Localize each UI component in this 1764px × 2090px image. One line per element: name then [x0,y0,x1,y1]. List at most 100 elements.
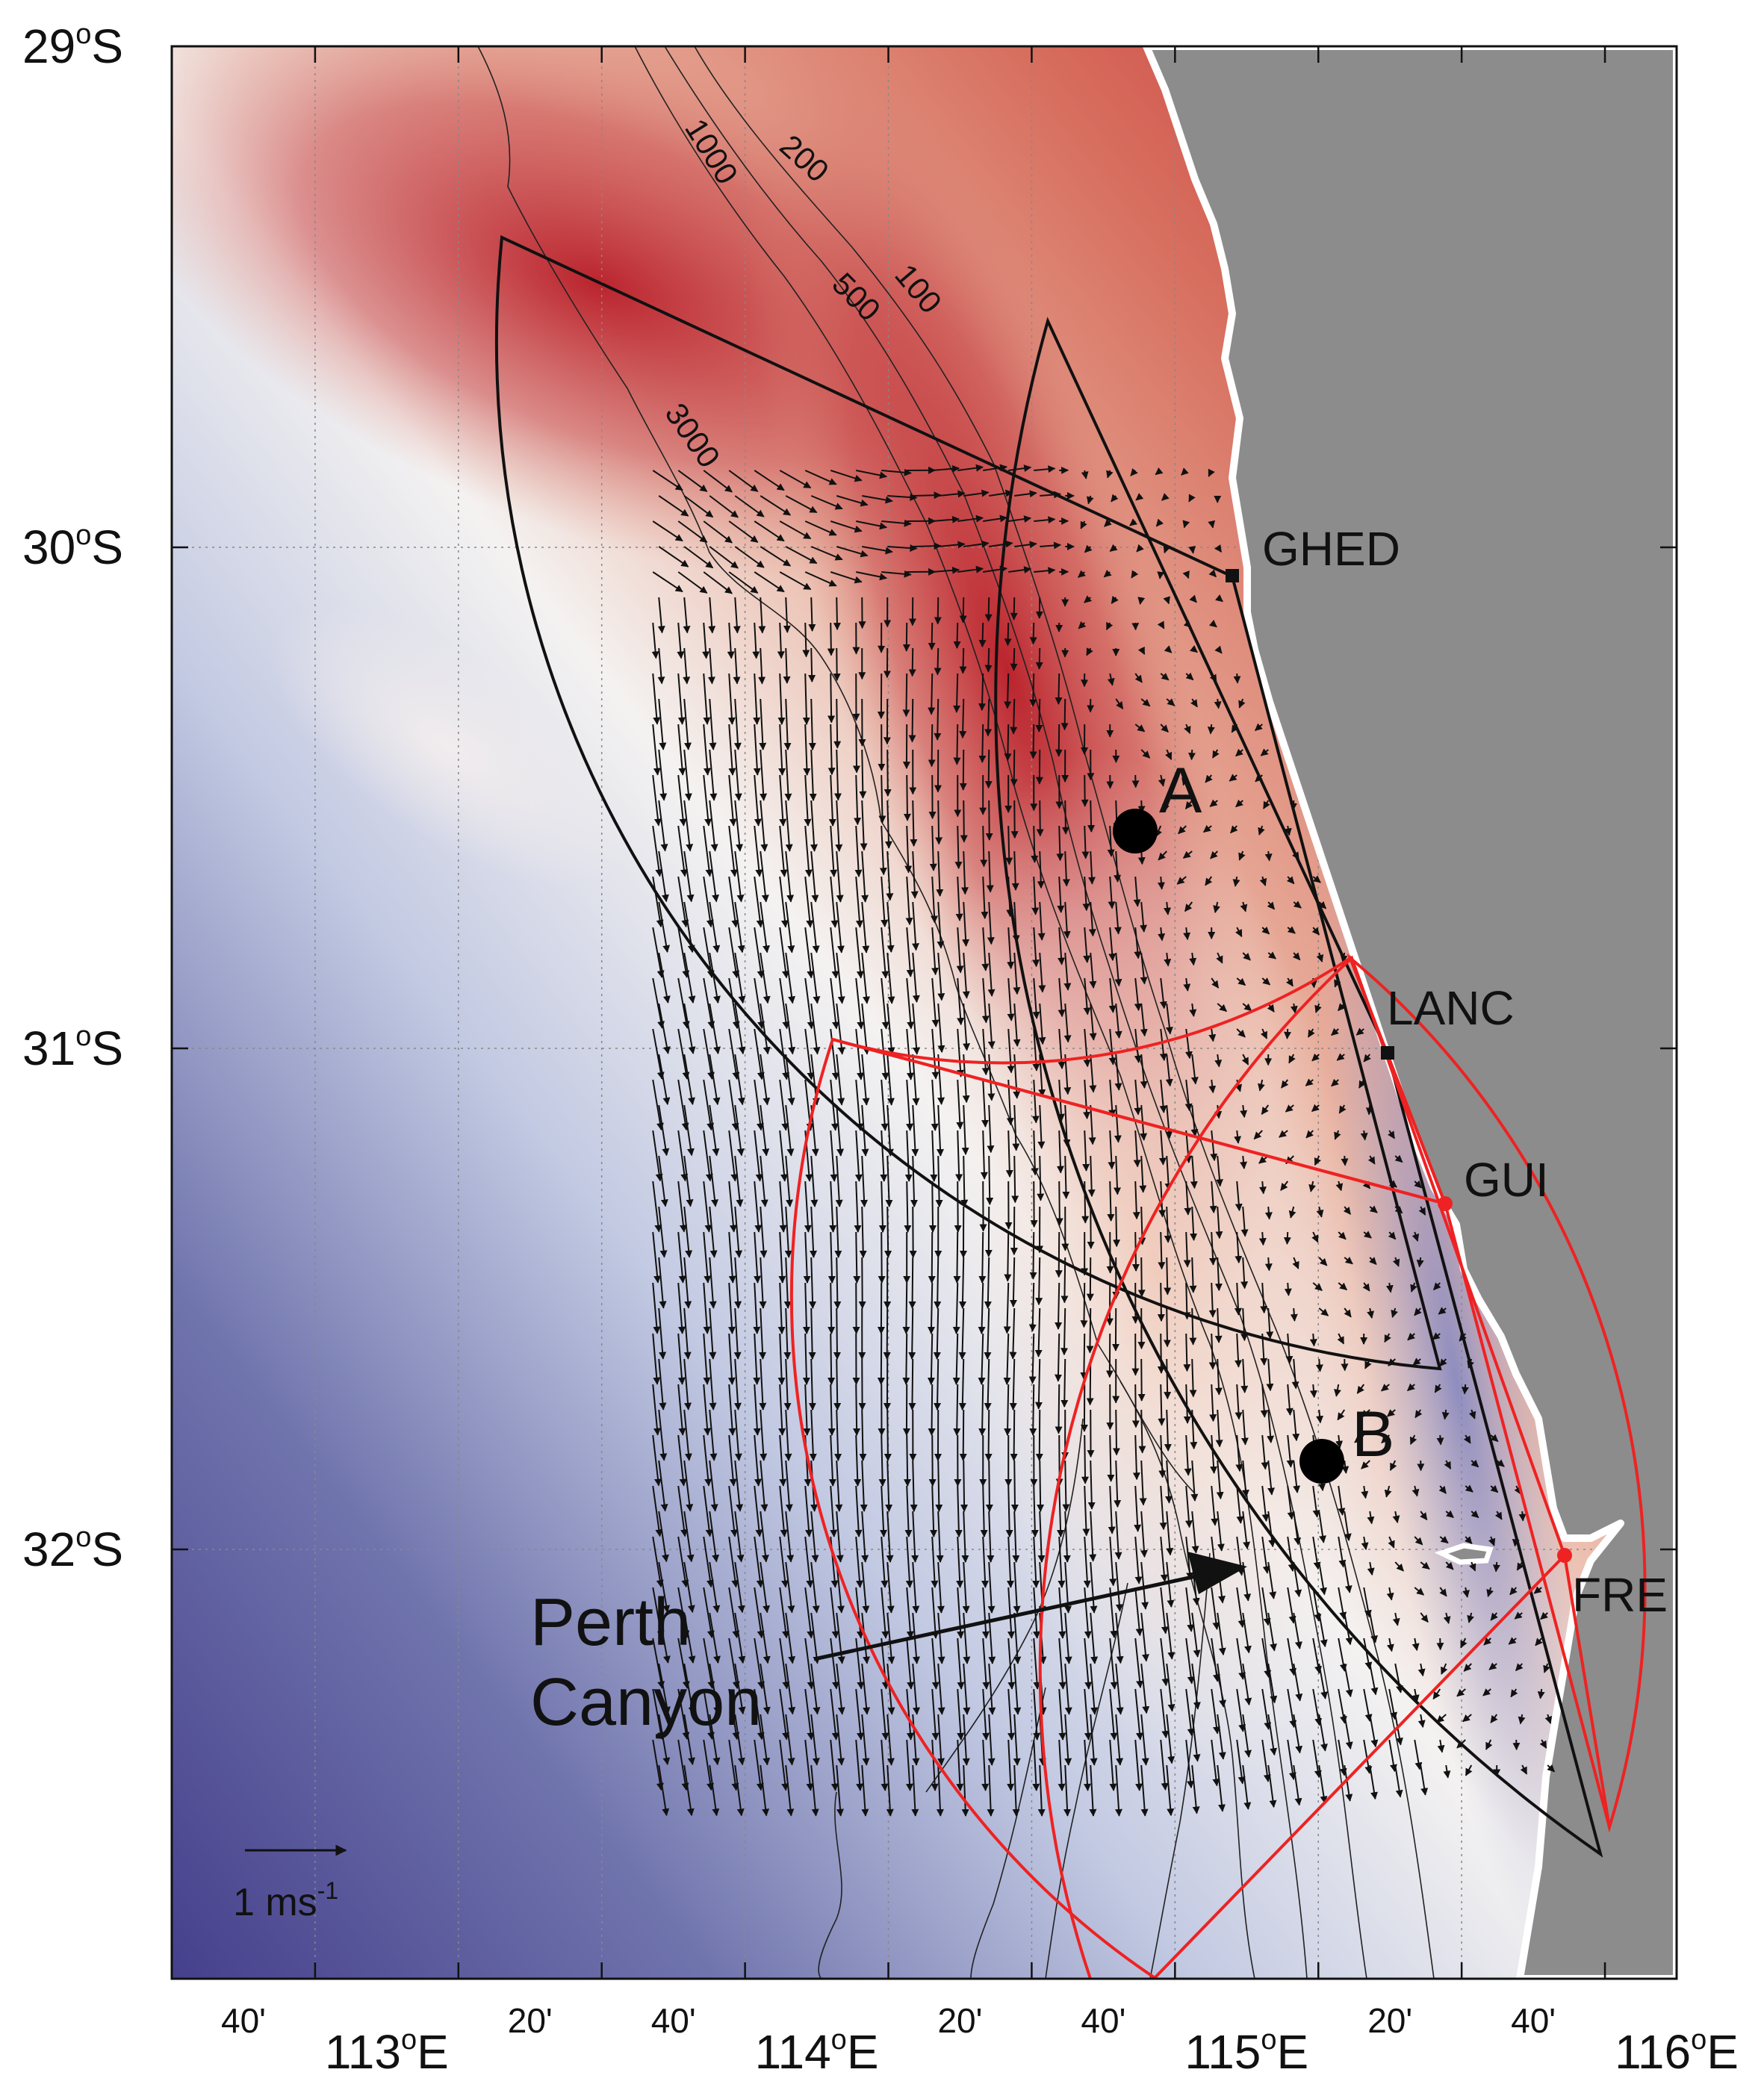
current-vector [1014,541,1037,549]
current-vector [1165,749,1173,760]
current-vector [855,927,864,979]
current-vector [1433,1282,1441,1291]
current-vector [854,774,862,826]
current-vector [829,1181,837,1233]
current-vector [1164,1409,1172,1452]
current-vector [858,1257,866,1309]
current-vector [959,597,967,623]
current-vector [1189,1003,1197,1017]
current-vector [902,1282,910,1334]
current-vector [1434,1384,1442,1393]
current-vector [802,1333,810,1385]
current-vector [936,850,944,897]
current-vector [1160,673,1170,681]
current-vector [836,850,844,903]
current-vector [1189,952,1197,966]
current-vector [1062,1460,1070,1512]
current-vector [828,774,836,827]
current-vector [810,495,843,510]
current-vector [652,977,665,1029]
current-vector [1184,1434,1192,1476]
current-vector [779,774,787,827]
current-vector [1209,1384,1217,1422]
current-vector [683,546,714,569]
current-vector [777,1282,786,1334]
current-vector [734,1460,744,1512]
current-vector [984,597,993,622]
current-vector [651,622,659,659]
current-vector [658,800,668,852]
current-vector [652,470,683,491]
current-vector [1183,977,1191,992]
current-vector [962,952,970,999]
current-vector [1213,901,1220,913]
current-vector [1132,1181,1140,1220]
current-vector [1217,1003,1228,1013]
current-vector [1260,1028,1268,1039]
current-vector [1010,647,1018,671]
current-vector [804,977,815,1030]
current-vector [1190,1155,1198,1189]
current-vector [709,546,739,569]
current-vector [887,494,918,501]
current-vector [1157,621,1165,629]
current-vector [981,977,990,1024]
current-vector [809,749,817,801]
current-vector [1140,952,1148,985]
current-vector [859,1409,867,1461]
current-vector [652,520,683,542]
current-vector [1114,1104,1122,1143]
current-vector [1354,1434,1364,1443]
current-vector [1214,1054,1223,1068]
current-vector [1235,1434,1243,1472]
current-vector [862,546,893,555]
current-vector [1055,673,1063,705]
current-vector [1309,1333,1317,1347]
station-marker-ghed [1226,569,1239,582]
current-vector [1258,825,1265,836]
current-vector [1189,1358,1197,1398]
current-vector [1260,748,1269,756]
current-vector [1210,1130,1218,1162]
current-vector [734,1054,745,1106]
current-vector [734,1206,743,1258]
current-vector [928,673,936,715]
current-vector [887,544,918,552]
current-vector [677,977,690,1029]
current-vector [658,1003,671,1054]
current-vector [1305,1078,1314,1086]
current-vector [1058,977,1066,1018]
current-vector [778,724,786,776]
current-vector [778,1384,786,1436]
current-vector [1284,1028,1291,1039]
current-vector [683,800,694,852]
current-vector [854,1434,862,1487]
current-vector [1259,876,1267,886]
current-vector [934,597,942,625]
current-vector [928,1384,936,1436]
longitude-minute-label: 20' [1367,2001,1412,2040]
current-vector [1010,1409,1018,1461]
point-a-marker [1113,809,1158,853]
current-vector [906,1079,914,1131]
current-vector [1344,1257,1353,1265]
current-vector [1189,594,1197,603]
current-vector [834,1206,842,1258]
current-vector [760,952,771,1004]
current-vector [931,927,940,976]
current-vector [810,901,820,954]
current-vector [836,952,845,1004]
current-vector [1190,1206,1198,1241]
current-vector [804,876,814,928]
current-vector [658,749,668,801]
current-vector [827,622,835,656]
current-vector [784,1206,792,1258]
current-vector [677,1384,686,1436]
longitude-minute-label: 40' [651,2001,696,2040]
current-vector [981,927,990,971]
current-vector [836,1104,845,1157]
current-vector [957,565,984,573]
current-vector [830,1130,838,1182]
current-vector [1055,1384,1063,1434]
current-vector [734,1155,744,1207]
